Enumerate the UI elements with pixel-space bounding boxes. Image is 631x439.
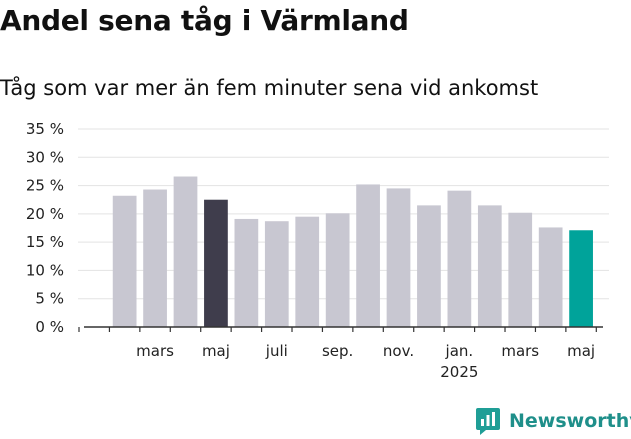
bar (508, 212, 533, 327)
bar (447, 190, 472, 327)
bar (264, 221, 289, 327)
chart-subtitle: Tåg som var mer än fem minuter sena vid … (0, 76, 539, 100)
y-tick-label: 30 % (26, 148, 64, 166)
bar (477, 205, 502, 327)
brand-logo: Newsworthy (475, 406, 631, 436)
x-tick-label: sep. (322, 342, 353, 360)
bar (417, 205, 441, 327)
bar (173, 176, 198, 327)
x-tick-label: maj (202, 342, 230, 360)
bar (325, 213, 350, 327)
bar (538, 227, 563, 327)
bar (143, 189, 167, 327)
x-tick-label: mars (501, 342, 539, 360)
newsworthy-logo-icon (476, 408, 500, 435)
y-tick-label: 0 % (35, 318, 64, 336)
x-tick-label: mars (136, 342, 174, 360)
y-tick-label: 15 % (26, 233, 64, 251)
bar (295, 216, 320, 327)
y-tick-label: 35 % (26, 120, 64, 138)
x-tick-label: nov. (383, 342, 414, 360)
x-tick-label: maj (567, 342, 595, 360)
y-tick-label: 25 % (26, 177, 64, 195)
bar (204, 199, 228, 327)
x-tick-label: juli (265, 342, 288, 360)
bar (356, 184, 380, 327)
bar (234, 218, 259, 327)
x-tick-year-label: 2025 (440, 363, 478, 381)
y-tick-label: 20 % (26, 205, 64, 223)
bar (386, 188, 411, 327)
y-tick-label: 10 % (26, 261, 64, 279)
bar (112, 195, 137, 327)
x-tick-label: jan. (445, 342, 474, 360)
y-tick-label: 5 % (35, 290, 64, 308)
brand-name: Newsworthy (509, 410, 631, 432)
chart-title: Andel sena tåg i Värmland (0, 4, 409, 37)
bar (569, 230, 593, 327)
